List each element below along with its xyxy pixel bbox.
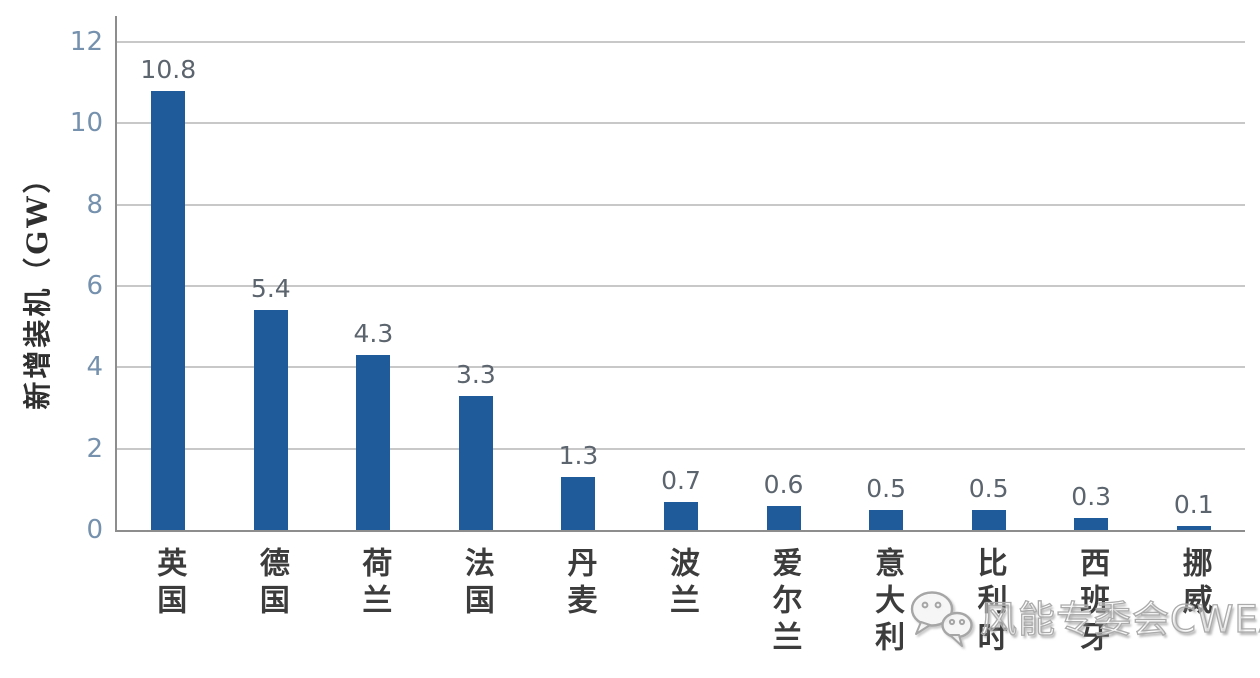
x-category-label: 丹麦	[561, 547, 597, 621]
gridline	[117, 122, 1245, 125]
y-tick-label: 10	[69, 108, 103, 139]
y-tick-label: 0	[86, 515, 103, 545]
x-category-label: 挪威	[1176, 547, 1212, 621]
x-category-label: 比利时	[971, 547, 1007, 658]
gridlines	[117, 41, 1245, 530]
gridline	[117, 366, 1245, 369]
gridline	[117, 447, 1245, 450]
y-tick-label: 8	[86, 189, 103, 220]
y-tick-label: 2	[86, 433, 103, 464]
bar-slot: 5.4	[220, 42, 323, 530]
bar-slot: 0.5	[835, 42, 938, 530]
y-tick-label: 4	[86, 352, 103, 383]
plot-area: 10.8 5.4 4.3 3.3 1.3 0.7 0.6 0.5 0.5 0.3 0.1	[117, 41, 1245, 532]
x-category-label: 英国	[151, 547, 187, 621]
bar-value-label: 4.3	[353, 319, 394, 349]
y-tick-label: 6	[86, 271, 103, 301]
bar-slot: 0.7	[630, 42, 733, 530]
bar-slot: 3.3	[425, 42, 528, 530]
x-category-label: 荷兰	[356, 547, 392, 621]
bar	[664, 501, 698, 530]
x-category-label: 西班牙	[1074, 547, 1110, 658]
gridline	[117, 285, 1245, 287]
bar-value-label: 1.3	[558, 441, 599, 471]
bar-value-label: 0.7	[661, 465, 701, 495]
bar	[971, 509, 1006, 530]
bar	[1176, 525, 1211, 530]
x-category-label: 意大利	[869, 547, 905, 658]
bar-value-label: 0.1	[1173, 489, 1214, 519]
y-tick-label: 12	[69, 27, 103, 57]
y-axis-line	[115, 16, 117, 532]
bar-value-label: 0.6	[763, 469, 804, 499]
bar-slot: 0.5	[937, 42, 1040, 530]
bar	[869, 509, 904, 530]
x-axis-category-labels: 英国 德国 荷兰 法国 丹麦 波兰 爱尔兰 意大利 比利时 西班牙 挪威	[117, 547, 1245, 658]
bar-slot: 10.8	[117, 42, 220, 530]
bar	[253, 310, 288, 530]
x-category-label: 波兰	[664, 547, 699, 621]
bar-slot: 0.1	[1142, 42, 1245, 530]
bar-value-label: 0.5	[866, 473, 906, 503]
y-axis-tick-labels: 0 2 4 6 8 10 12	[0, 29, 103, 543]
bar-slot: 0.6	[732, 42, 835, 530]
x-category-label: 德国	[253, 547, 289, 621]
bar-value-label: 3.3	[456, 359, 496, 389]
bar-value-label: 5.4	[250, 274, 291, 304]
bar	[458, 395, 493, 530]
bar	[1074, 517, 1109, 530]
gridline	[117, 203, 1245, 206]
bar	[766, 505, 801, 530]
x-category-label: 法国	[458, 547, 494, 621]
bar-slot: 4.3	[322, 42, 425, 530]
bar-series: 10.8 5.4 4.3 3.3 1.3 0.7 0.6 0.5 0.5 0.3 0.1	[117, 42, 1245, 530]
bar	[356, 355, 391, 530]
bar-slot: 0.3	[1040, 42, 1143, 530]
gridline	[117, 41, 1245, 43]
bar-value-label: 10.8	[140, 54, 197, 84]
bar-value-label: 0.3	[1071, 481, 1112, 511]
bar-value-label: 0.5	[968, 473, 1009, 503]
bar	[561, 477, 596, 530]
bar	[151, 90, 186, 530]
bar-slot: 1.3	[527, 42, 630, 530]
x-category-label: 爱尔兰	[766, 547, 802, 658]
